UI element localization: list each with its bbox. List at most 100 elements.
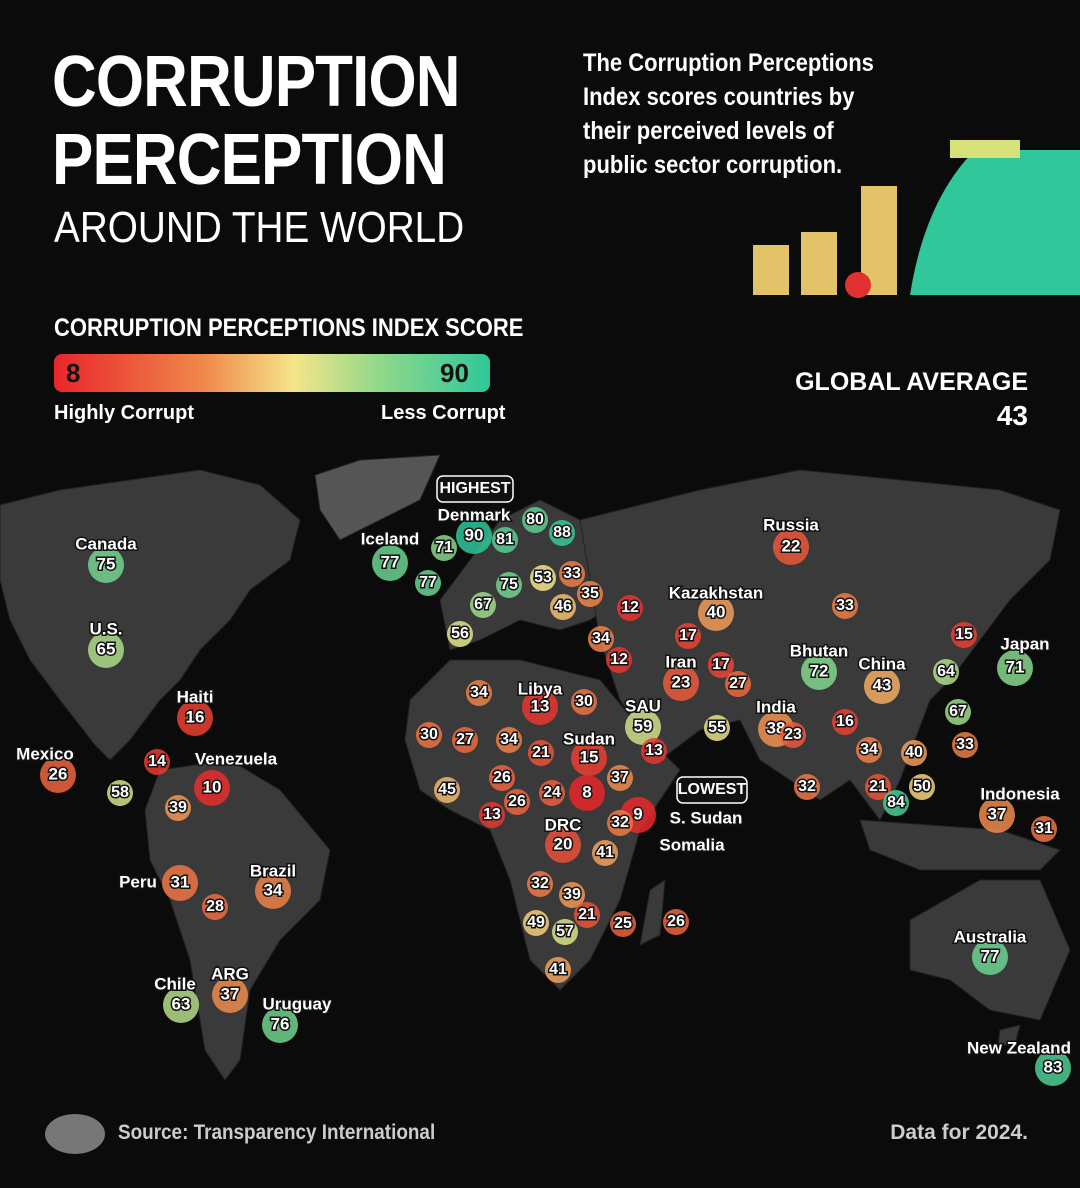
score-marker <box>452 727 478 753</box>
score-marker <box>144 749 170 775</box>
score-label: 34 <box>860 741 878 758</box>
score-label: 30 <box>575 693 593 710</box>
country-score: 76 <box>271 1014 290 1033</box>
score-label: 26 <box>667 913 685 930</box>
country-name: Haiti <box>177 687 214 706</box>
country-name: Denmark <box>438 505 511 524</box>
score-label: 80 <box>526 511 544 528</box>
score-label: 12 <box>610 651 628 668</box>
title-line: CORRUPTION <box>52 42 461 122</box>
subtitle: AROUND THE WORLD <box>54 203 465 252</box>
score-marker <box>496 572 522 598</box>
score-label: 77 <box>419 574 437 591</box>
country-name: U.S. <box>89 619 122 638</box>
score-label: 37 <box>611 769 629 786</box>
score-label: 50 <box>913 778 931 795</box>
south-america <box>144 759 331 1081</box>
country-name: Peru <box>119 872 157 891</box>
score-label: 13 <box>483 806 501 823</box>
country-score: 83 <box>1044 1057 1063 1076</box>
illustration <box>753 140 1080 298</box>
country-score: 59 <box>634 716 653 735</box>
score-label: 39 <box>563 886 581 903</box>
score-label: 33 <box>563 565 581 582</box>
country-score-marker <box>177 700 213 736</box>
country-name: Chile <box>154 974 196 993</box>
score-label: 45 <box>438 781 456 798</box>
score-marker <box>528 740 554 766</box>
score-marker <box>909 774 935 800</box>
country-score: 10 <box>203 777 222 796</box>
legend-max: 90 <box>440 358 469 388</box>
country-score-marker <box>372 545 408 581</box>
score-marker <box>794 774 820 800</box>
country-score: 23 <box>672 672 691 691</box>
score-marker <box>607 765 633 791</box>
score-label: 13 <box>645 742 663 759</box>
country-score: 40 <box>707 602 726 621</box>
score-marker <box>431 535 457 561</box>
score-marker <box>165 795 191 821</box>
country-score-marker <box>163 987 199 1023</box>
country-name: Japan <box>1000 634 1049 653</box>
score-label: 40 <box>905 744 923 761</box>
asia <box>579 469 1061 821</box>
country-score: 20 <box>554 834 573 853</box>
score-marker <box>725 671 751 697</box>
score-marker <box>856 737 882 763</box>
score-label: 32 <box>611 814 629 831</box>
country-name: Australia <box>954 927 1027 946</box>
country-name: Sudan <box>563 729 615 748</box>
country-score-marker <box>255 873 291 909</box>
score-label: 75 <box>500 576 518 593</box>
score-marker <box>607 810 633 836</box>
score-marker <box>447 621 473 647</box>
score-marker <box>663 909 689 935</box>
country-score-marker <box>801 654 837 690</box>
country-score: 43 <box>873 675 892 694</box>
badge-label: HIGHEST <box>439 480 510 497</box>
country-score: 31 <box>171 872 190 891</box>
logo <box>45 1114 105 1154</box>
country-score-marker <box>698 595 734 631</box>
country-score-marker <box>663 665 699 701</box>
country-score-marker <box>212 977 248 1013</box>
score-marker <box>577 581 603 607</box>
country-score-marker <box>1035 1050 1071 1086</box>
legend-title: CORRUPTION PERCEPTIONS INDEX SCORE <box>54 314 524 342</box>
bag-tie <box>950 140 1020 158</box>
score-label: 25 <box>614 915 632 932</box>
score-label: 17 <box>712 656 730 673</box>
legend-max-label: Less Corrupt <box>381 402 506 424</box>
country-score-marker <box>625 709 661 745</box>
coin-stack <box>753 245 789 295</box>
land <box>0 454 1071 1081</box>
country-score-marker <box>569 775 605 811</box>
country-name: Canada <box>75 534 137 553</box>
score-label: 24 <box>543 784 561 801</box>
country-score-marker <box>997 650 1033 686</box>
score-marker <box>641 738 667 764</box>
score-label: 53 <box>534 569 552 586</box>
legend-bar <box>54 354 490 392</box>
score-marker <box>504 789 530 815</box>
score-marker <box>539 780 565 806</box>
score-marker <box>492 527 518 553</box>
score-label: 17 <box>679 627 697 644</box>
country-score-marker <box>522 689 558 725</box>
score-label: 64 <box>937 663 955 680</box>
score-label: 32 <box>531 875 549 892</box>
country-score-marker <box>773 529 809 565</box>
score-label: 49 <box>527 914 545 931</box>
country-score-marker <box>979 797 1015 833</box>
score-marker <box>571 689 597 715</box>
score-label: 39 <box>169 799 187 816</box>
country-name: Kazakhstan <box>669 583 763 602</box>
score-marker <box>1031 816 1057 842</box>
country-score: 72 <box>810 661 829 680</box>
country-score-marker <box>545 827 581 863</box>
country-name: SAU <box>625 696 661 715</box>
score-marker <box>588 626 614 652</box>
country-name: Mexico <box>16 744 74 763</box>
score-label: 12 <box>621 599 639 616</box>
